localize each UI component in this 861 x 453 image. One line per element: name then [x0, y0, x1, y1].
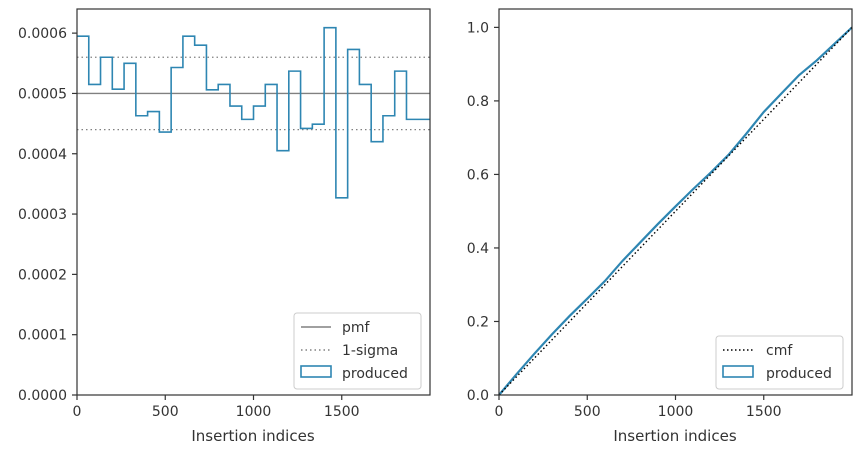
- legend-pmf-label: pmf: [342, 320, 371, 336]
- left-y-tick-label: 0.0005: [18, 86, 67, 102]
- left-x-tick-label: 1000: [236, 404, 272, 420]
- left-x-tick-label: 1500: [324, 404, 360, 420]
- right-x-tick-label: 500: [574, 404, 601, 420]
- left-histogram-step: [77, 26, 431, 199]
- left-legend-box: [293, 312, 422, 390]
- right-cmf-line: [498, 26, 853, 396]
- right-x-tick-label: 1000: [658, 404, 694, 420]
- left-y-tick-label: 0.0003: [18, 207, 67, 223]
- right-x-ticks: 0 500 1000 1500: [495, 395, 782, 420]
- left-y-tick-label: 0.0000: [18, 388, 67, 404]
- legend-produced-patch-right: [722, 365, 754, 378]
- right-x-tick-label: 1500: [746, 404, 782, 420]
- right-produced-line: [498, 26, 853, 396]
- right-y-tick-label: 0.0: [467, 388, 489, 404]
- left-y-tick-label: 0.0002: [18, 267, 67, 283]
- right-y-tick-label: 0.6: [467, 167, 489, 183]
- right-y-tick-label: 1.0: [467, 20, 489, 36]
- right-y-tick-label: 0.2: [467, 314, 489, 330]
- left-x-axis-label: Insertion indices: [191, 427, 314, 445]
- legend-produced-label-right: produced: [766, 366, 832, 382]
- legend-1sigma-label: 1-sigma: [342, 343, 398, 359]
- right-legend-box: [715, 335, 844, 390]
- right-y-tick-label: 0.4: [467, 241, 489, 257]
- left-y-tick-label: 0.0004: [18, 147, 67, 163]
- right-y-tick-label: 0.8: [467, 94, 489, 110]
- left-x-ticks: 0 500 1000 1500: [73, 395, 360, 420]
- left-legend: pmf 1-sigma produced: [293, 312, 422, 390]
- left-x-tick-label: 500: [152, 404, 179, 420]
- right-x-tick-label: 0: [495, 404, 504, 420]
- left-y-ticks: 0.0000 0.0001 0.0002 0.0003 0.0004 0.0005 0.00…: [18, 26, 77, 404]
- legend-cmf-label: cmf: [766, 343, 793, 359]
- right-chart: 0 500 1000 1500 0.0 0.2 0.4 0.6 0.8 1.0 Insertio…: [467, 8, 853, 445]
- left-y-tick-label: 0.0006: [18, 26, 67, 42]
- right-y-ticks: 0.0 0.2 0.4 0.6 0.8 1.0: [467, 20, 499, 404]
- left-chart: 0 500 1000 1500 0.00000.00010.00020.00030.0…: [18, 8, 431, 445]
- legend-produced-patch: [300, 365, 332, 378]
- left-x-tick-label: 0: [73, 404, 82, 420]
- legend-produced-label: produced: [342, 366, 408, 382]
- right-x-axis-label: Insertion indices: [613, 427, 736, 445]
- left-y-tick-label: 0.0001: [18, 328, 67, 344]
- right-legend: cmf produced: [715, 335, 844, 390]
